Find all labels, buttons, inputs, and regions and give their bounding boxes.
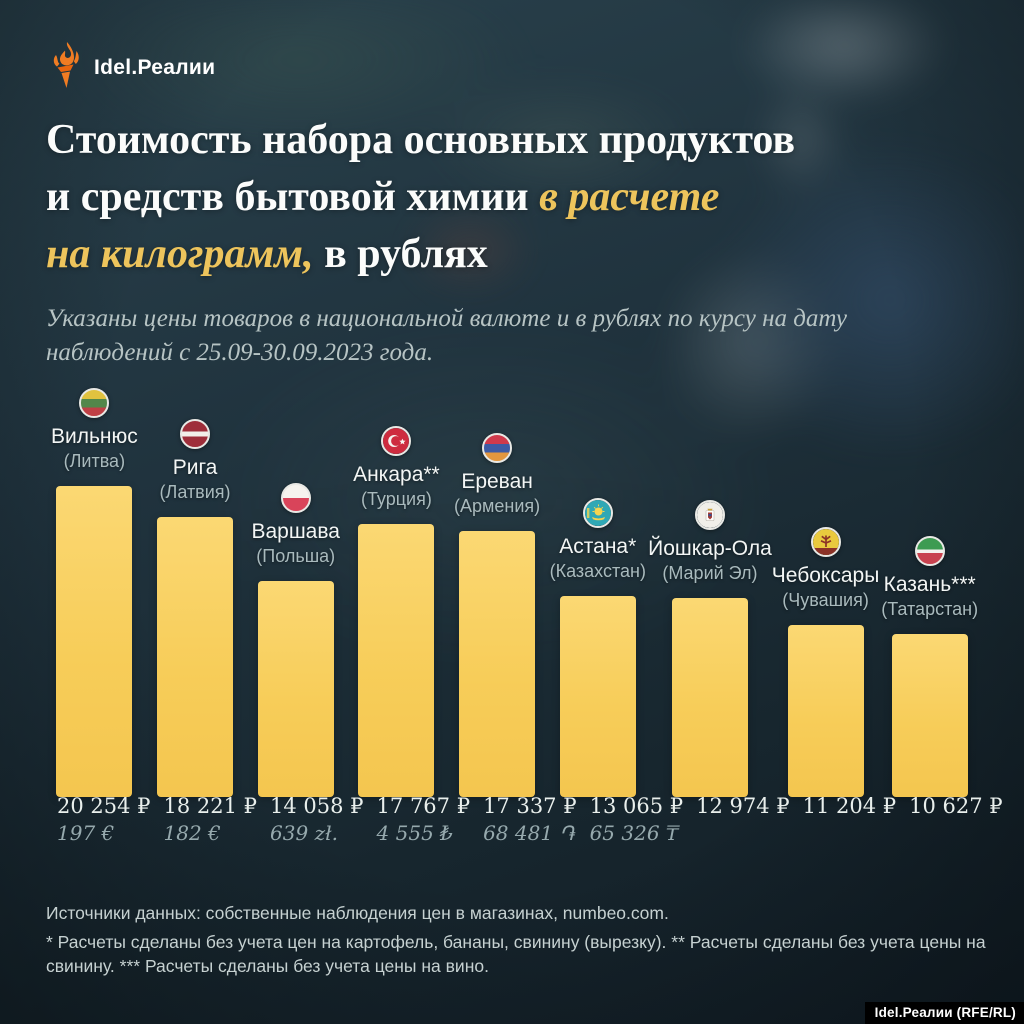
region-label: (Латвия) <box>159 482 231 502</box>
rub-value: 14 058 ₽ <box>270 794 364 818</box>
bar <box>891 634 968 797</box>
title-line-3: на килограмм, в рублях <box>46 231 488 277</box>
bar <box>787 625 864 797</box>
local-currency-value: 65 326 ₸ <box>589 821 679 845</box>
flag-chuvashia-icon <box>810 527 841 557</box>
city-label: Астана* <box>559 535 637 558</box>
city-label: Варшава <box>251 520 340 543</box>
rub-value: 20 254 ₽ <box>57 794 151 818</box>
flag-mari-el-icon <box>694 500 725 530</box>
bar-column: Чебоксары (Чувашия) <box>771 388 880 797</box>
value-cell: 13 065 ₽ 65 326 ₸ <box>577 792 684 847</box>
rub-value: 17 767 ₽ <box>376 794 471 818</box>
brand-wordmark: Idel.Реалии <box>94 55 216 79</box>
value-labels-row: 20 254 ₽ 197 € 18 221 ₽ 182 € 14 058 ₽ 639 zł… <box>44 792 1003 847</box>
flag-tatarstan-icon <box>914 536 945 566</box>
value-cell: 17 767 ₽ 4 555 ₺ <box>364 792 471 847</box>
subtitle: Указаны цены товаров в национальной валю… <box>46 305 847 366</box>
brand-logo: Idel.Реалии <box>46 42 215 93</box>
bar-column: Астана* (Казахстан) <box>547 388 648 797</box>
city-label: Ереван <box>461 470 533 493</box>
title-accent-1: в расчете <box>539 174 720 220</box>
bar-column: Анкара** (Турция) <box>346 388 447 797</box>
value-cell: 11 204 ₽ <box>790 792 897 847</box>
rub-value: 18 221 ₽ <box>163 794 258 818</box>
bar <box>257 581 334 797</box>
value-cell: 17 337 ₽ 68 481 ֏ <box>470 792 577 847</box>
region-label: (Армения) <box>454 496 541 516</box>
city-label: Чебоксары <box>771 564 880 587</box>
bar <box>671 598 748 797</box>
bar-column: Варшава (Польша) <box>245 388 346 797</box>
bar <box>459 531 536 797</box>
bar-column: Ереван (Армения) <box>447 388 548 797</box>
footer-notes: Источники данных: собственные наблюдения… <box>46 901 994 983</box>
rub-value: 10 627 ₽ <box>909 794 1003 818</box>
value-cell: 14 058 ₽ 639 zł. <box>257 792 364 847</box>
local-currency-value: 197 € <box>57 821 115 845</box>
city-label: Анкара** <box>353 463 440 486</box>
city-label: Йошкар-Ола <box>648 537 772 560</box>
footnotes-text: * Расчеты сделаны без учета цен на карто… <box>46 931 986 977</box>
title-line-2: и средств бытовой химии в расчете <box>46 174 720 220</box>
value-cell: 20 254 ₽ 197 € <box>44 792 151 847</box>
flag-kazakhstan-icon <box>582 498 613 528</box>
rub-value: 12 974 ₽ <box>696 794 790 818</box>
city-label: Казань*** <box>883 573 976 596</box>
data-source-text: Источники данных: собственные наблюдения… <box>46 903 669 923</box>
attribution-badge: Idel.Реалии (RFE/RL) <box>864 1002 1024 1024</box>
rub-value: 11 204 ₽ <box>802 794 897 818</box>
region-label: (Казахстан) <box>549 561 646 581</box>
bar-chart: Вильнюс (Литва) Рига (Латвия) Варшава (Польша… <box>44 388 980 797</box>
bar <box>559 596 636 797</box>
bar-column: Йошкар-Ола (Марий Эл) <box>648 388 772 797</box>
torch-icon <box>46 42 84 93</box>
region-label: (Чувашия) <box>782 590 869 610</box>
flag-latvia-icon <box>180 419 211 449</box>
region-label: (Татарстан) <box>881 599 979 619</box>
flag-poland-icon <box>280 483 311 513</box>
bar <box>56 486 133 797</box>
local-currency-value: 182 € <box>163 821 221 845</box>
bar-column: Казань*** (Татарстан) <box>879 388 980 797</box>
page-title: Стоимость набора основных продуктов и ср… <box>46 112 966 283</box>
bar-column: Рига (Латвия) <box>145 388 246 797</box>
local-currency-value: 4 555 ₺ <box>376 821 453 845</box>
local-currency-value: 68 481 ֏ <box>483 821 575 845</box>
region-label: (Турция) <box>360 489 432 509</box>
city-label: Рига <box>172 456 218 479</box>
region-label: (Марий Эл) <box>662 563 758 583</box>
region-label: (Литва) <box>63 451 126 471</box>
bar <box>157 517 234 797</box>
flag-turkey-icon <box>381 426 412 456</box>
rub-value: 13 065 ₽ <box>589 794 684 818</box>
flag-lithuania-icon <box>79 388 110 418</box>
flag-armenia-icon <box>482 433 513 463</box>
city-label: Вильнюс <box>50 425 138 448</box>
title-accent-2: на килограмм, <box>46 231 314 277</box>
title-line-1: Стоимость набора основных продуктов <box>46 117 796 163</box>
value-cell: 18 221 ₽ 182 € <box>151 792 258 847</box>
region-label: (Польша) <box>256 546 336 566</box>
bar <box>358 524 435 797</box>
bar-column: Вильнюс (Литва) <box>44 388 145 797</box>
value-cell: 12 974 ₽ <box>683 792 790 847</box>
value-cell: 10 627 ₽ <box>896 792 1003 847</box>
local-currency-value: 639 zł. <box>270 821 338 845</box>
rub-value: 17 337 ₽ <box>483 794 577 818</box>
